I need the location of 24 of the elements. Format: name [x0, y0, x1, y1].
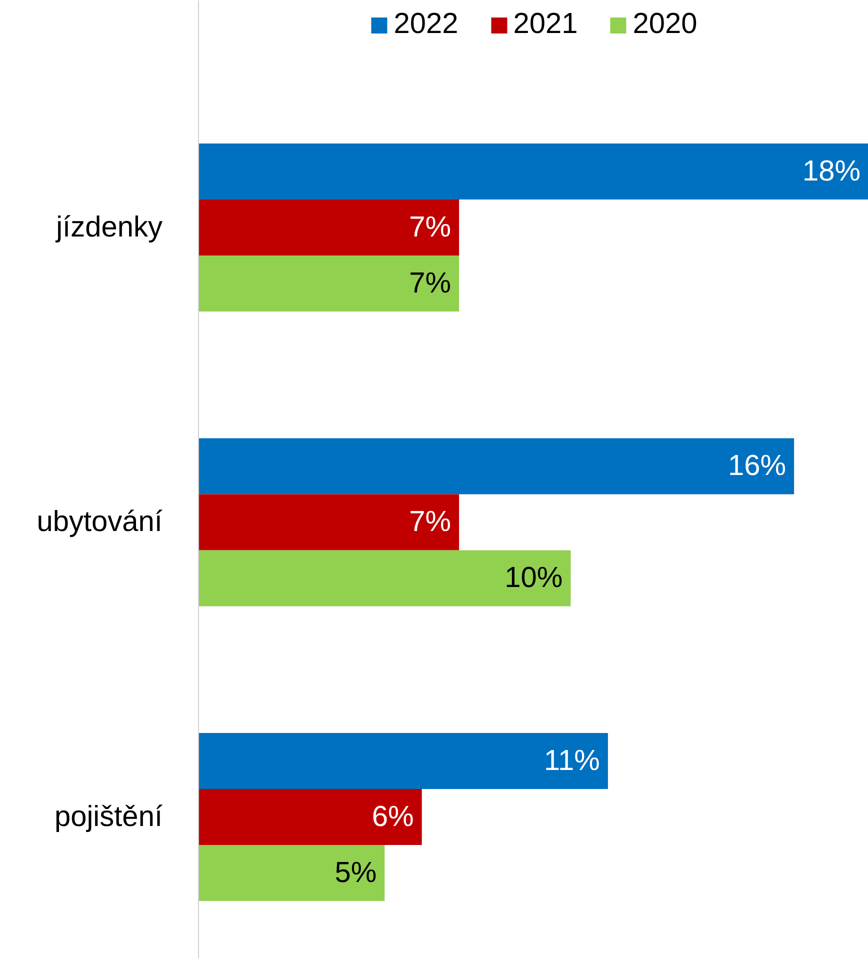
data-label: 7%: [409, 211, 452, 244]
bar: [198, 494, 460, 550]
y-tick-label: ubytování: [36, 506, 163, 538]
data-label: 16%: [728, 450, 786, 482]
bar: [198, 438, 794, 494]
data-label: 11%: [544, 745, 600, 778]
legend-label: 2021: [513, 8, 578, 41]
data-label: 6%: [372, 801, 414, 834]
bar: [198, 845, 385, 902]
legend-label: 2020: [632, 8, 698, 41]
y-tick-label: jízdenky: [55, 211, 163, 244]
data-label: 7%: [409, 267, 452, 300]
data-label: 10%: [504, 562, 563, 594]
data-label: 18%: [802, 155, 861, 188]
y-tick-label: pojištění: [54, 801, 162, 834]
legend-label: 2022: [394, 8, 458, 41]
bar: [198, 789, 422, 846]
bar: [198, 550, 571, 606]
bar: [198, 255, 460, 312]
bar: [198, 733, 608, 790]
data-label: 7%: [409, 506, 452, 538]
bar: [198, 199, 460, 256]
bar: [198, 143, 868, 200]
data-label: 5%: [334, 857, 377, 890]
